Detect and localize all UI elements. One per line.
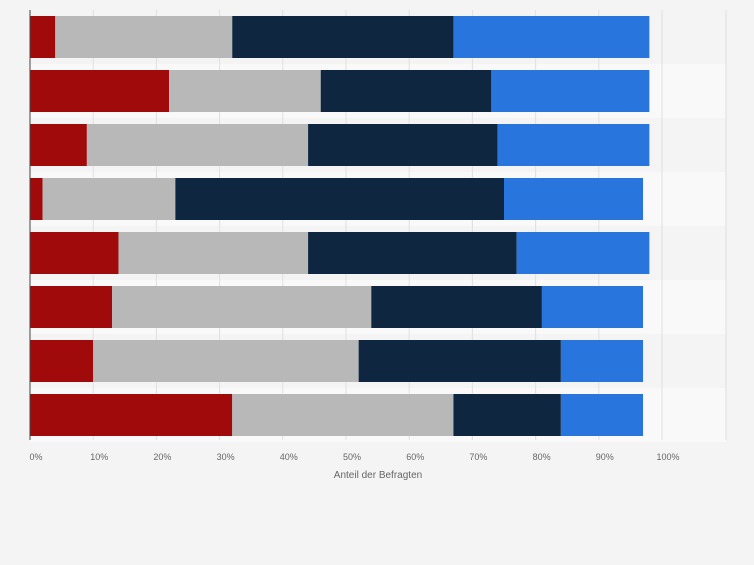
x-axis-ticks: 0% 10% 20% 30% 40% 50% 60% 70% 80% 90% 100% bbox=[29, 452, 679, 462]
x-tick-label: 10% bbox=[90, 452, 108, 462]
bar-segment-row7-series2[interactable] bbox=[93, 340, 359, 382]
bar-segment-row2-series3[interactable] bbox=[320, 70, 492, 112]
bar-segment-row6-series1[interactable] bbox=[30, 286, 113, 328]
bar-segment-row5-series2[interactable] bbox=[118, 232, 309, 274]
bar-segment-row1-series1[interactable] bbox=[30, 16, 56, 58]
bar-segment-row8-series2[interactable] bbox=[232, 394, 454, 436]
bar-segment-row6-series3[interactable] bbox=[371, 286, 542, 328]
x-tick-label: 80% bbox=[533, 452, 551, 462]
x-axis-title: Anteil der Befragten bbox=[334, 470, 422, 481]
bar-segment-row3-series4[interactable] bbox=[497, 124, 650, 166]
bar-segment-row3-series2[interactable] bbox=[86, 124, 309, 166]
x-tick-label: 30% bbox=[217, 452, 235, 462]
bars bbox=[30, 16, 650, 436]
bar-segment-row8-series1[interactable] bbox=[30, 394, 233, 436]
x-tick-label: 20% bbox=[153, 452, 171, 462]
x-tick-label: 70% bbox=[469, 452, 487, 462]
bar-segment-row7-series3[interactable] bbox=[358, 340, 561, 382]
bar-segment-row2-series2[interactable] bbox=[169, 70, 321, 112]
bar-segment-row3-series3[interactable] bbox=[308, 124, 498, 166]
x-tick-label: 90% bbox=[596, 452, 614, 462]
bar-segment-row4-series1[interactable] bbox=[30, 178, 43, 220]
x-tick-label: 40% bbox=[280, 452, 298, 462]
bar-segment-row5-series1[interactable] bbox=[30, 232, 119, 274]
x-tick-label: 0% bbox=[29, 452, 42, 462]
bar-segment-row1-series2[interactable] bbox=[55, 16, 233, 58]
bar-segment-row1-series3[interactable] bbox=[232, 16, 454, 58]
bar-segment-row7-series4[interactable] bbox=[560, 340, 644, 382]
bar-segment-row4-series2[interactable] bbox=[42, 178, 176, 220]
bar-segment-row1-series4[interactable] bbox=[453, 16, 650, 58]
bar-segment-row4-series4[interactable] bbox=[504, 178, 644, 220]
bar-segment-row2-series4[interactable] bbox=[491, 70, 650, 112]
bar-segment-row8-series4[interactable] bbox=[560, 394, 644, 436]
bar-segment-row8-series3[interactable] bbox=[453, 394, 561, 436]
bar-segment-row6-series4[interactable] bbox=[541, 286, 644, 328]
x-tick-label: 50% bbox=[343, 452, 361, 462]
bar-segment-row6-series2[interactable] bbox=[112, 286, 372, 328]
bar-segment-row3-series1[interactable] bbox=[30, 124, 87, 166]
x-tick-label: 60% bbox=[406, 452, 424, 462]
bar-segment-row5-series3[interactable] bbox=[308, 232, 517, 274]
x-tick-label: 100% bbox=[656, 452, 679, 462]
bar-segment-row7-series1[interactable] bbox=[30, 340, 94, 382]
bar-segment-row4-series3[interactable] bbox=[175, 178, 505, 220]
bar-segment-row5-series4[interactable] bbox=[516, 232, 650, 274]
bar-segment-row2-series1[interactable] bbox=[30, 70, 170, 112]
